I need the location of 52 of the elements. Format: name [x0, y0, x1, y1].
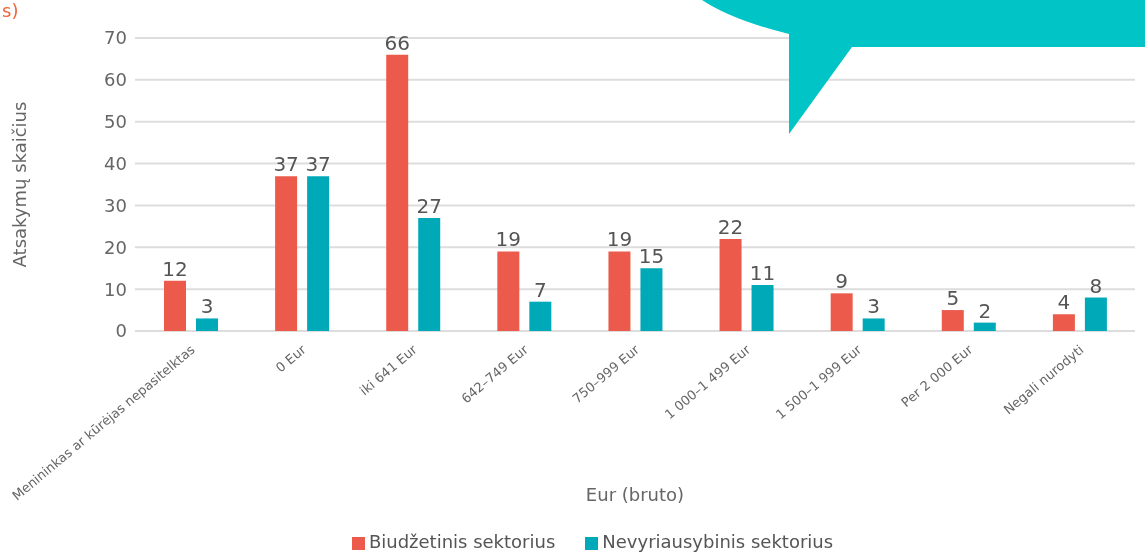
- bar: [529, 301, 552, 331]
- bar: [973, 322, 996, 331]
- data-label: 8: [1089, 273, 1103, 298]
- bar: [941, 310, 964, 331]
- bar: [418, 217, 441, 331]
- data-label: 22: [717, 214, 744, 239]
- data-label: 37: [273, 152, 299, 177]
- data-label: 4: [1057, 290, 1071, 315]
- y-tick-label: 30: [104, 194, 127, 216]
- data-label: 37: [305, 152, 331, 177]
- bar: [275, 176, 298, 331]
- legend-label: Biudžetinis sektorius: [368, 531, 556, 552]
- data-label: 15: [638, 244, 665, 269]
- bar: [1084, 297, 1107, 331]
- y-tick-label: 50: [104, 111, 127, 133]
- data-label: 19: [495, 227, 522, 252]
- data-label: 5: [946, 286, 960, 311]
- data-label: 2: [978, 298, 992, 323]
- data-label: 66: [384, 30, 410, 55]
- bar: [1052, 314, 1075, 331]
- data-label: 7: [533, 277, 547, 302]
- x-tick-label: Per 2 000 Eur: [898, 341, 976, 410]
- y-tick-label: 0: [115, 320, 127, 342]
- bar: [196, 318, 218, 331]
- data-label: 9: [835, 269, 849, 294]
- data-label: 27: [416, 193, 442, 218]
- bar: [751, 284, 774, 331]
- y-tick-label: 20: [104, 236, 127, 258]
- data-label: 3: [867, 294, 881, 319]
- bar: [608, 251, 631, 331]
- legend-label: Nevyriausybinis sektorius: [602, 531, 834, 552]
- x-axis-title: Eur (bruto): [585, 484, 685, 505]
- y-tick-label: 60: [104, 69, 127, 91]
- bar: [307, 176, 330, 331]
- data-label: 3: [200, 294, 214, 319]
- bar: [386, 54, 409, 331]
- y-tick-label: 40: [104, 152, 127, 174]
- bar: [164, 280, 186, 331]
- data-label: 11: [749, 260, 776, 285]
- bar: [862, 318, 885, 331]
- x-tick-label: iki 641 Eur: [356, 341, 421, 399]
- text: s): [2, 0, 19, 21]
- data-label: 19: [606, 227, 633, 252]
- y-axis-title: Atsakymų skaičius: [9, 101, 31, 268]
- data-label: 12: [162, 256, 188, 281]
- x-tick-label: 0 Eur: [272, 341, 310, 376]
- bar: [830, 293, 853, 331]
- bar: [497, 251, 520, 331]
- y-tick-label: 10: [104, 278, 127, 300]
- y-tick-label: 70: [104, 27, 127, 49]
- bar: [719, 238, 742, 331]
- bar: [640, 268, 663, 331]
